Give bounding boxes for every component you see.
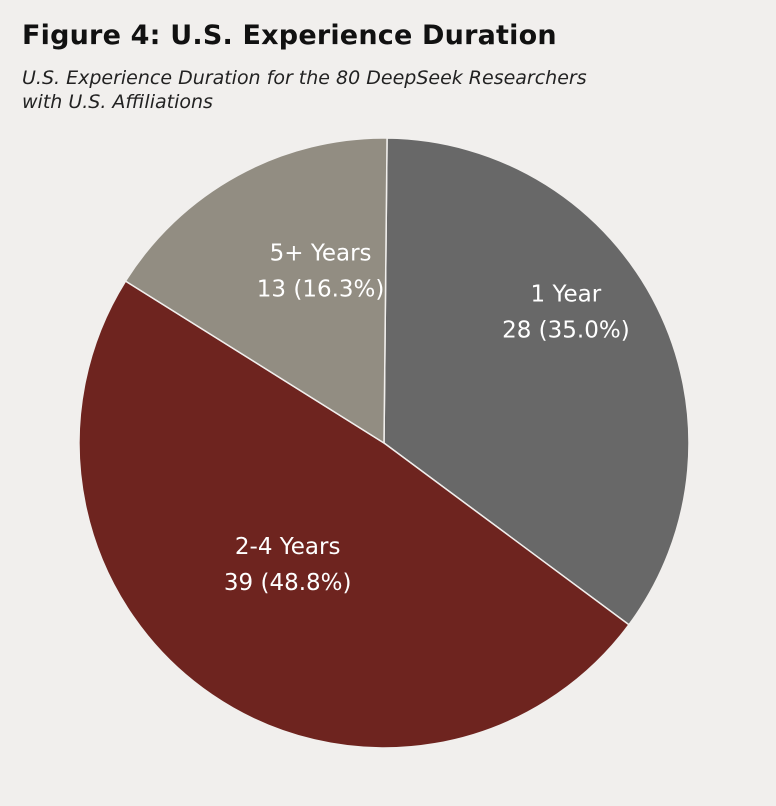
figure-title: Figure 4: U.S. Experience Duration [22, 20, 557, 51]
figure-subtitle: U.S. Experience Duration for the 80 Deep… [22, 66, 742, 114]
figure-subtitle-line-2: with U.S. Affiliations [22, 91, 213, 113]
figure-subtitle-line-1: U.S. Experience Duration for the 80 Deep… [22, 67, 587, 89]
pie-labels: 1 Year 28 (35.0%) 2-4 Years 39 (48.8%) 5+ Ye… [224, 240, 630, 596]
slice-label-value: 13 (16.3%) [257, 276, 385, 302]
pie-slice-5-years [124, 137, 388, 445]
slice-label-name: 2-4 Years [235, 534, 341, 560]
slice-label-value: 28 (35.0%) [502, 318, 630, 344]
slice-label-value: 39 (48.8%) [224, 570, 352, 596]
pie-slice-2-4-years [78, 280, 630, 749]
pie-slices [78, 137, 690, 749]
slice-label-name: 1 Year [531, 282, 602, 308]
slice-label-name: 5+ Years [270, 240, 372, 266]
pie-slice-1-year [383, 137, 690, 626]
